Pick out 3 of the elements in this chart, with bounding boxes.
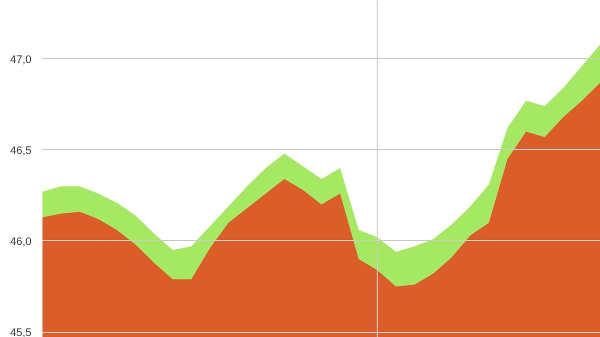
y-tick-label: 46,0 <box>10 236 32 248</box>
y-tick-label: 47,0 <box>10 54 32 66</box>
y-tick-label: 46,5 <box>10 144 32 157</box>
